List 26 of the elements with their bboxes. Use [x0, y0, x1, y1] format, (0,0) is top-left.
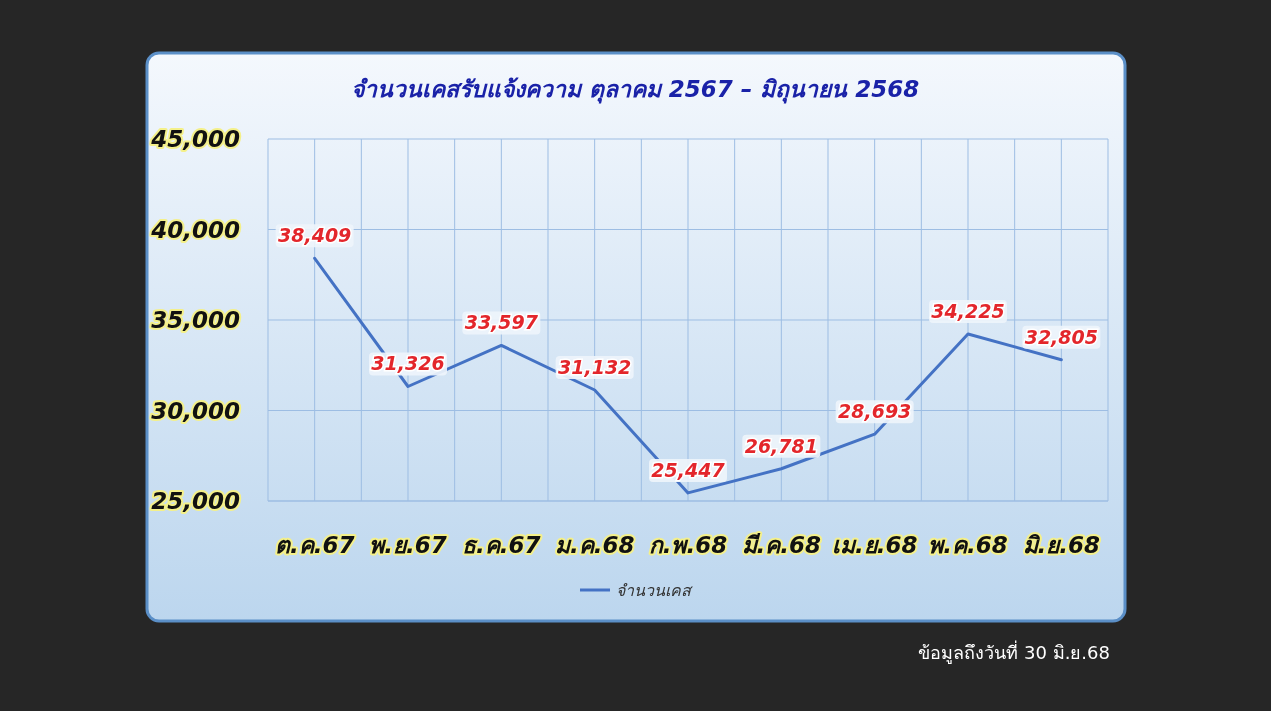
data-label: 33,597	[464, 311, 539, 334]
x-tick-label: พ.ย.67	[369, 532, 447, 558]
x-tick-label: ต.ค.67	[274, 532, 355, 558]
data-label: 25,447	[651, 458, 726, 481]
data-label: 28,693	[838, 400, 912, 423]
y-tick-label: 40,000	[150, 216, 240, 243]
y-tick-label: 30,000	[151, 397, 240, 424]
data-label: 31,326	[371, 352, 445, 375]
y-tick-label: 35,000	[151, 307, 240, 333]
legend-label: จำนวนเคส	[616, 581, 693, 600]
data-label: 34,225	[931, 300, 1005, 323]
x-tick-label: เม.ย.68	[831, 532, 918, 558]
x-tick-label: ม.ค.68	[554, 532, 635, 558]
data-label: 31,132	[558, 356, 632, 379]
y-tick-label: 45,000	[150, 126, 240, 152]
y-tick-label: 25,000	[151, 488, 240, 514]
x-tick-label: มี.ค.68	[741, 532, 822, 558]
data-label: 38,409	[278, 224, 352, 247]
data-label: 26,781	[744, 434, 818, 457]
data-label: 32,805	[1024, 325, 1098, 348]
x-tick-label: ธ.ค.67	[462, 532, 541, 558]
x-tick-label: มิ.ย.68	[1022, 532, 1101, 558]
text: ข้อมูลถึงวันที่ 30 มิ.ย.68	[918, 640, 1110, 664]
x-tick-label: ก.พ.68	[648, 532, 728, 558]
chart-title: จำนวนเคสรับแจ้งความ ตุลาคม 2567 – มิถุนายน 2568	[350, 76, 920, 104]
x-tick-label: พ.ค.68	[928, 532, 1008, 558]
